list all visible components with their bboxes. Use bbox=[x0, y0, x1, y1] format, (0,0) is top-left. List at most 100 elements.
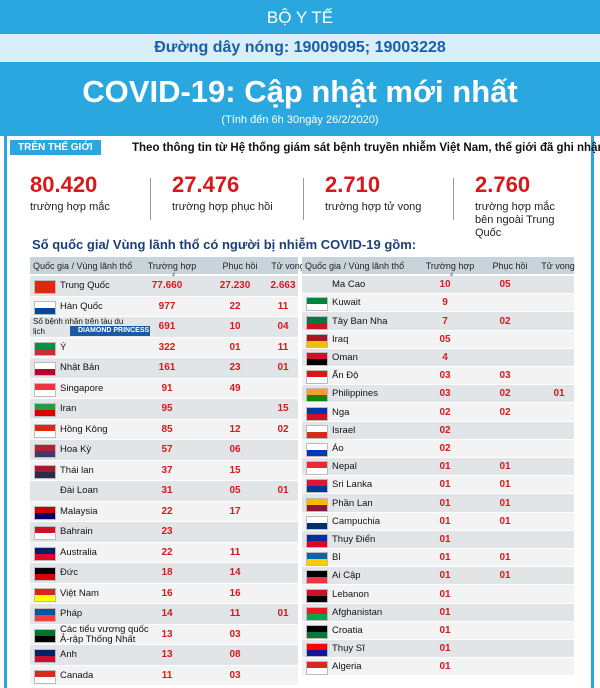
countries-heading: Số quốc gia/ Vùng lãnh thổ có người bị n… bbox=[32, 237, 417, 252]
country-name: Campuchia bbox=[332, 515, 381, 527]
table-row bbox=[302, 640, 574, 658]
table-row bbox=[302, 585, 574, 603]
cell-value: 02 bbox=[439, 442, 451, 454]
cell-value: 17 bbox=[229, 505, 241, 517]
cell-value: 91 bbox=[161, 382, 173, 394]
cell-value: 01 bbox=[439, 570, 451, 582]
table-row bbox=[30, 604, 298, 624]
country-name: Bahrain bbox=[60, 526, 93, 538]
table-row bbox=[30, 563, 298, 583]
cell-value: 11 bbox=[229, 608, 241, 620]
cell-value: 01 bbox=[439, 461, 451, 473]
cell-value: 16 bbox=[229, 587, 241, 599]
table-row bbox=[30, 419, 298, 439]
table-row bbox=[302, 549, 574, 567]
table-row bbox=[302, 348, 574, 366]
subtitle: (Tính đến 6h 30ngày 26/2/2020) bbox=[221, 114, 379, 126]
cell-value: 13 bbox=[161, 649, 173, 661]
divider bbox=[303, 178, 304, 220]
stat-value: 2.760 bbox=[475, 172, 531, 197]
country-name: Singapore bbox=[60, 382, 104, 394]
flag bbox=[306, 588, 328, 603]
table-row bbox=[302, 312, 574, 330]
hotline: Đường dây nóng: 19009095; 19003228 bbox=[154, 39, 446, 56]
cell-value: 01 bbox=[439, 533, 451, 545]
cell-value: 01 bbox=[499, 552, 511, 564]
table-header-bg bbox=[302, 257, 574, 274]
cell-value: 01 bbox=[439, 552, 451, 564]
country-name: Đức bbox=[60, 567, 78, 579]
country-name: Hồng Kông bbox=[60, 423, 108, 435]
cell-value: 10 bbox=[229, 321, 241, 333]
stat-label: trường hợp phục hồi bbox=[172, 201, 273, 213]
ship-label: DIAMOND PRINCESS bbox=[78, 327, 150, 334]
flag bbox=[306, 406, 328, 421]
cell-value: 15 bbox=[229, 464, 241, 476]
table-row bbox=[30, 337, 298, 357]
cell-value: 01 bbox=[439, 624, 451, 636]
flag bbox=[306, 388, 328, 403]
column-header: Phục hồi bbox=[492, 261, 528, 271]
cell-value: 05 bbox=[439, 333, 451, 345]
cell-value: 37 bbox=[161, 464, 173, 476]
frame bbox=[4, 136, 594, 688]
flag bbox=[306, 315, 328, 330]
flag bbox=[34, 444, 56, 459]
country-name: Croatia bbox=[332, 624, 363, 636]
country-name: Hoa Kỳ bbox=[60, 444, 92, 456]
cell-value: 22 bbox=[161, 546, 173, 558]
country-name: Thụy Sĩ bbox=[332, 643, 365, 655]
flag bbox=[306, 570, 328, 585]
cell-value: 11 bbox=[277, 341, 289, 353]
country-name: Các tiểu vương quốc Ả-rập Thống Nhất bbox=[60, 623, 149, 645]
table-row bbox=[30, 583, 298, 603]
country-name: Ý bbox=[60, 341, 67, 353]
cell-value: 08 bbox=[229, 649, 241, 661]
cell-value: 01 bbox=[439, 643, 451, 655]
table-row bbox=[30, 276, 298, 296]
country-name: Đài Loan bbox=[60, 485, 99, 497]
table-row bbox=[30, 501, 298, 521]
cell-value: 2.663 bbox=[270, 280, 296, 292]
cell-value: 23 bbox=[229, 362, 241, 374]
country-name: Iraq bbox=[332, 333, 349, 345]
stat-label: trường hợp tử vong bbox=[325, 201, 422, 213]
cell-value: 02 bbox=[277, 423, 289, 435]
cell-value: 04 bbox=[277, 321, 289, 333]
cell-value: 14 bbox=[161, 608, 173, 620]
cell-value: 01 bbox=[499, 570, 511, 582]
cell-value: 03 bbox=[439, 388, 451, 400]
table-row bbox=[302, 494, 574, 512]
country-name: Lebanon bbox=[332, 588, 369, 600]
column-header: Phục hồi bbox=[222, 261, 258, 271]
cell-value: 01 bbox=[439, 515, 451, 527]
flag bbox=[34, 587, 56, 602]
stat-value: 2.710 bbox=[325, 172, 381, 197]
country-name: Nhật Bản bbox=[60, 362, 100, 374]
cell-value: 77.660 bbox=[151, 280, 183, 292]
cell-value: 12 bbox=[229, 423, 241, 435]
country-name: Ấn Độ bbox=[332, 370, 359, 382]
divider bbox=[453, 178, 454, 220]
country-name: Tây Ban Nha bbox=[332, 315, 388, 327]
table-row bbox=[30, 522, 298, 542]
flag bbox=[34, 300, 56, 315]
cell-value: 01 bbox=[277, 485, 289, 497]
country-name: Việt Nam bbox=[60, 587, 99, 599]
agency: BỘ Y TẾ bbox=[266, 8, 334, 27]
cell-value: 23 bbox=[161, 526, 173, 538]
stat-label: trường hợp mắc bên ngoài Trung Quốc bbox=[475, 201, 555, 239]
column-header: Tử vong bbox=[271, 261, 305, 271]
country-name: Canada bbox=[60, 669, 94, 681]
cell-value: 977 bbox=[158, 300, 176, 312]
cell-value: 01 bbox=[439, 479, 451, 491]
column-header: Quốc gia / Vùng lãnh thổ bbox=[33, 261, 133, 271]
ship-badge bbox=[70, 326, 150, 336]
cell-value: 11 bbox=[229, 546, 241, 558]
country-name: Pháp bbox=[60, 608, 83, 620]
flag bbox=[34, 464, 56, 479]
section-label: TRÊN THẾ GIỚI bbox=[10, 140, 101, 155]
cell-value: 01 bbox=[229, 341, 241, 353]
table-row bbox=[30, 440, 298, 460]
cell-value: 01 bbox=[499, 497, 511, 509]
